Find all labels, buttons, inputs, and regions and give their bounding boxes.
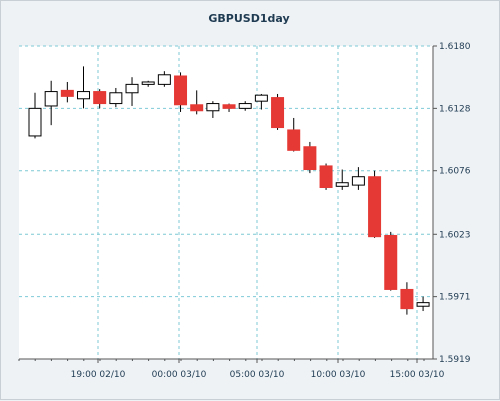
candle-body-down [222,104,236,109]
candle-body-down [60,89,74,97]
candle [351,167,365,190]
candle [125,77,139,106]
axes [18,45,437,363]
candle [222,103,236,112]
y-tick-label: 1.6180 [439,42,471,52]
candle [60,81,74,103]
y-tick-label: 1.6128 [439,104,471,114]
candles [28,66,430,315]
candle-body-down [93,91,107,105]
candle [174,72,188,112]
candle-body-up [141,81,155,85]
candle-body-down [400,288,414,310]
candle [190,90,204,115]
candle [238,101,252,111]
y-tick-label: 1.5919 [439,355,471,365]
candle-body-down [190,104,204,112]
candle-body-up [335,182,349,187]
candle-body-up [351,176,365,186]
candle-body-down [319,165,333,189]
candle-body-up [157,74,171,85]
candle [416,296,430,312]
candle [368,170,382,238]
tick-labels: 1.6180 1.6128 1.6076 1.6023 1.5971 1.5919 19:0… [71,42,471,380]
candle-body-down [368,176,382,238]
chart-title: GBPUSD1day [208,12,289,25]
candle-body-down [303,146,317,171]
candle [335,169,349,190]
candle [254,93,268,110]
candle [400,282,414,315]
candle [157,71,171,87]
x-tick-label: 05:00 03/10 [230,370,285,380]
y-tick-label: 1.5971 [439,293,471,303]
x-tick-label: 10:00 03/10 [311,370,366,380]
candle [77,66,91,109]
candle [384,231,398,291]
candle-body-down [287,129,301,151]
candle-body-up [238,103,252,109]
candle [141,80,155,87]
x-tick-label: 15:00 03/10 [390,370,445,380]
candle [93,89,107,109]
candle-body-down [384,234,398,290]
candle-body-up [254,94,268,102]
y-tick-label: 1.6076 [439,167,471,177]
candle-body-down [271,97,285,129]
candle [287,117,301,152]
candle-body-up [28,107,42,137]
candle [319,163,333,190]
candle [271,93,285,130]
candle-body-up [109,92,123,105]
candle [206,101,220,118]
candle [44,80,58,126]
candle-body-up [206,103,220,112]
candle [109,87,123,108]
candle [303,141,317,174]
candle-body-up [416,302,430,307]
candle-body-up [125,83,139,94]
y-tick-label: 1.6023 [439,230,471,240]
candle-body-down [174,75,188,106]
candle-body-up [77,91,91,100]
x-tick-label: 00:00 03/10 [152,370,207,380]
x-tick-label: 19:00 02/10 [71,370,126,380]
candle-body-up [44,91,58,107]
candle [28,92,42,139]
